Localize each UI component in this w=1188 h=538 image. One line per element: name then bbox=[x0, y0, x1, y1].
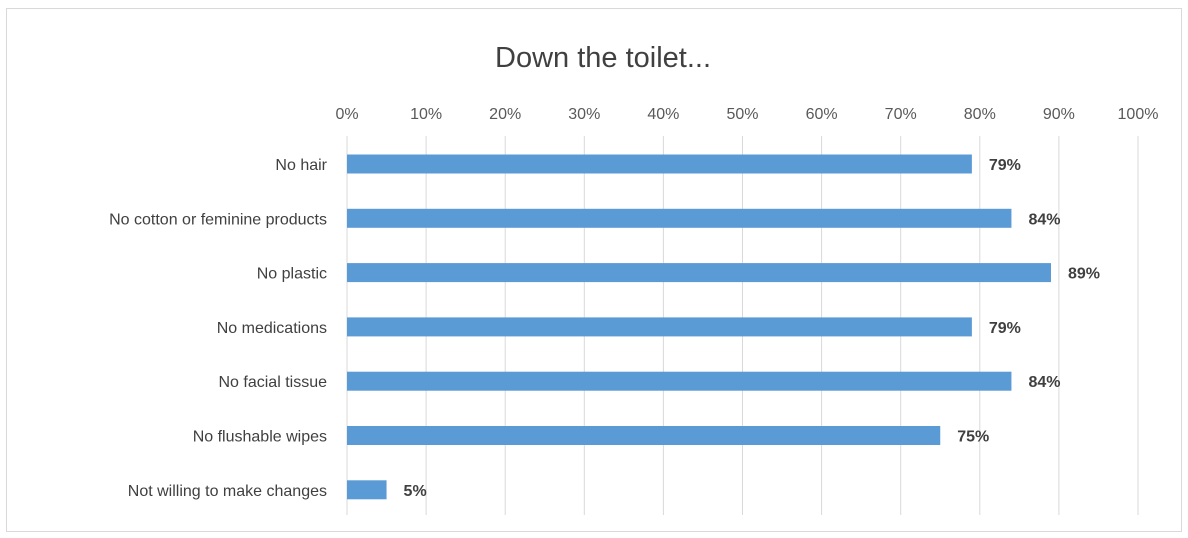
category-label: Not willing to make changes bbox=[128, 483, 327, 500]
x-axis-ticks: 0% 10% 20% 30% 40% 50% 60% 70% 80% 90% 100% bbox=[335, 106, 1158, 123]
x-tick-label: 20% bbox=[489, 106, 521, 123]
x-tick-label: 100% bbox=[1118, 106, 1159, 123]
x-tick-label: 60% bbox=[806, 106, 838, 123]
data-label: 84% bbox=[1028, 211, 1060, 228]
bar bbox=[347, 317, 972, 337]
x-tick-label: 50% bbox=[726, 106, 758, 123]
category-labels: No hair No cotton or feminine products No … bbox=[109, 157, 328, 500]
bar bbox=[347, 371, 1012, 391]
bar bbox=[347, 154, 972, 174]
bars bbox=[347, 154, 1051, 500]
bar bbox=[347, 426, 941, 445]
chart-title: Down the toilet... bbox=[495, 42, 711, 74]
bar bbox=[347, 208, 1012, 228]
x-tick-label: 90% bbox=[1043, 106, 1075, 123]
data-label: 79% bbox=[989, 157, 1021, 174]
bar bbox=[347, 263, 1051, 283]
category-label: No medications bbox=[217, 320, 327, 337]
category-label: No flushable wipes bbox=[193, 429, 327, 446]
x-tick-label: 70% bbox=[885, 106, 917, 123]
gridlines bbox=[346, 136, 1139, 515]
category-label: No plastic bbox=[257, 266, 327, 283]
data-labels: 79% 84% 89% 79% 84% 75% 5% bbox=[404, 157, 1100, 500]
x-tick-label: 80% bbox=[964, 106, 996, 123]
x-tick-label: 0% bbox=[335, 106, 358, 123]
data-label: 79% bbox=[989, 320, 1021, 337]
data-label: 5% bbox=[404, 483, 427, 500]
category-label: No hair bbox=[275, 157, 327, 174]
x-tick-label: 40% bbox=[647, 106, 679, 123]
data-label: 89% bbox=[1068, 266, 1100, 283]
x-tick-label: 10% bbox=[410, 106, 442, 123]
bar bbox=[347, 480, 387, 500]
data-label: 84% bbox=[1028, 374, 1060, 391]
category-label: No facial tissue bbox=[219, 374, 328, 391]
x-tick-label: 30% bbox=[568, 106, 600, 123]
data-label: 75% bbox=[957, 429, 989, 446]
category-label: No cotton or feminine products bbox=[109, 211, 327, 228]
